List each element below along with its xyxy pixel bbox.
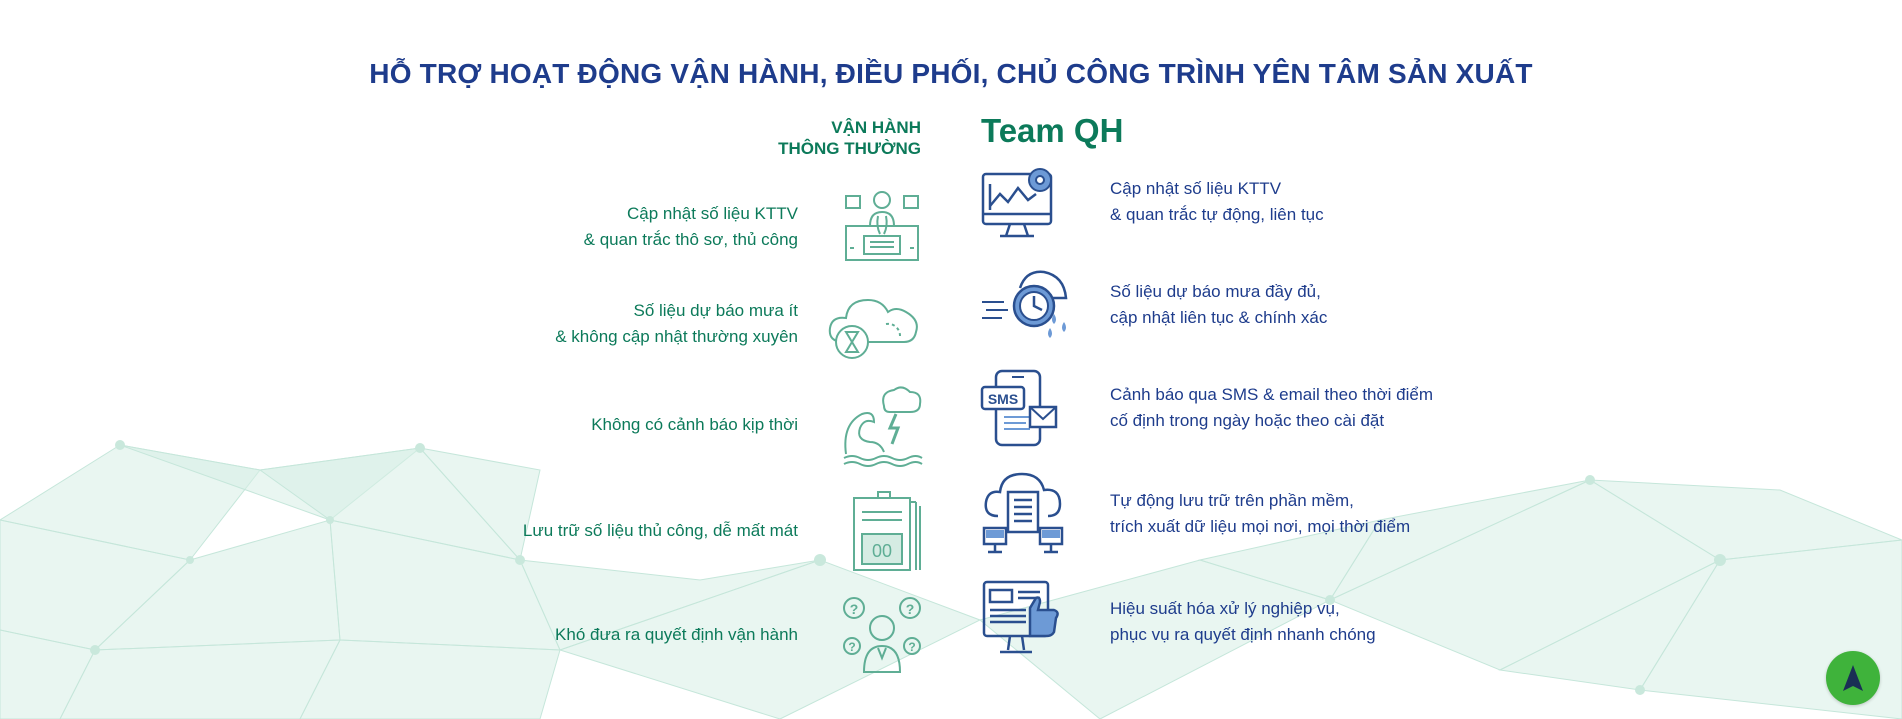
monitor-thumbs-up-icon xyxy=(982,580,1059,654)
left-item-3: Không có cảnh báo kịp thời xyxy=(430,412,798,438)
left-item-1-line2: & quan trắc thô sơ, thủ công xyxy=(583,230,798,249)
right-item-4-line1: Tự động lưu trữ trên phần mềm, xyxy=(1110,491,1354,510)
right-item-1-line1: Cập nhật số liệu KTTV xyxy=(1110,179,1282,198)
left-item-1-line1: Cập nhật số liệu KTTV xyxy=(626,204,798,223)
sms-phone-icon: SMS xyxy=(980,369,1058,447)
right-item-1-line2: & quan trắc tự động, liên tục xyxy=(1110,205,1324,224)
right-item-1: Cập nhật số liệu KTTV & quan trắc tự độn… xyxy=(1110,176,1530,228)
left-item-4: Lưu trữ số liệu thủ công, dễ mất mát xyxy=(430,518,798,544)
right-item-3-line2: cố định trong ngày hoặc theo cài đặt xyxy=(1110,411,1385,430)
left-item-5-line1: Khó đưa ra quyết định vận hành xyxy=(555,625,798,644)
manual-worker-icon xyxy=(845,191,919,261)
question-mark-icon: ? xyxy=(850,601,859,617)
traditional-operation-header: VẬN HÀNH THÔNG THƯỜNG xyxy=(640,117,921,159)
question-mark-icon: ? xyxy=(906,601,915,617)
left-header-line1: VẬN HÀNH xyxy=(831,118,921,137)
cloud-hourglass-icon xyxy=(828,298,918,359)
question-mark-icon: ? xyxy=(848,640,855,654)
file-cabinet-icon: 00 xyxy=(853,491,921,571)
left-item-4-line1: Lưu trữ số liệu thủ công, dễ mất mát xyxy=(522,521,798,540)
right-item-5-line1: Hiệu suất hóa xử lý nghiệp vụ, xyxy=(1110,599,1340,618)
cloud-server-icon xyxy=(982,472,1064,554)
question-mark-icon: ? xyxy=(908,640,915,654)
storm-wave-icon xyxy=(843,386,923,467)
right-item-2-line2: cập nhật liên tục & chính xác xyxy=(1110,308,1328,327)
right-item-5: Hiệu suất hóa xử lý nghiệp vụ, phục vụ r… xyxy=(1110,596,1530,648)
counter-label: 00 xyxy=(872,541,892,561)
right-item-5-line2: phục vụ ra quyết định nhanh chóng xyxy=(1110,625,1376,644)
left-item-5: Khó đưa ra quyết định vận hành xyxy=(430,622,798,648)
left-item-3-line1: Không có cảnh báo kịp thời xyxy=(591,415,798,434)
navigation-button[interactable] xyxy=(1826,651,1880,705)
right-item-3: Cảnh báo qua SMS & email theo thời điểm … xyxy=(1110,382,1530,434)
sms-label: SMS xyxy=(988,391,1018,407)
right-item-4-line2: trích xuất dữ liệu mọi nơi, mọi thời điể… xyxy=(1110,517,1411,536)
left-item-2-line1: Số liệu dự báo mưa ít xyxy=(633,301,798,320)
right-item-2-line1: Số liệu dự báo mưa đầy đủ, xyxy=(1110,282,1321,301)
confused-person-icon: ? ? ? ? xyxy=(843,597,921,673)
left-item-2-line2: & không cập nhật thường xuyên xyxy=(555,327,798,346)
left-header-line2: THÔNG THƯỜNG xyxy=(778,139,921,158)
page-title: HỖ TRỢ HOẠT ĐỘNG VẬN HÀNH, ĐIỀU PHỐI, CH… xyxy=(369,58,1533,89)
cloud-clock-rain-icon xyxy=(982,270,1068,338)
monitor-chart-icon xyxy=(981,168,1053,238)
team-qh-header: Team QH xyxy=(981,112,1124,149)
navigation-arrow-icon xyxy=(1843,665,1863,691)
right-item-3-line1: Cảnh báo qua SMS & email theo thời điểm xyxy=(1110,385,1433,404)
right-item-4: Tự động lưu trữ trên phần mềm, trích xuấ… xyxy=(1110,488,1530,540)
left-item-2: Số liệu dự báo mưa ít & không cập nhật t… xyxy=(430,298,798,350)
left-item-1: Cập nhật số liệu KTTV & quan trắc thô sơ… xyxy=(430,201,798,253)
right-item-2: Số liệu dự báo mưa đầy đủ, cập nhật liên… xyxy=(1110,279,1530,331)
